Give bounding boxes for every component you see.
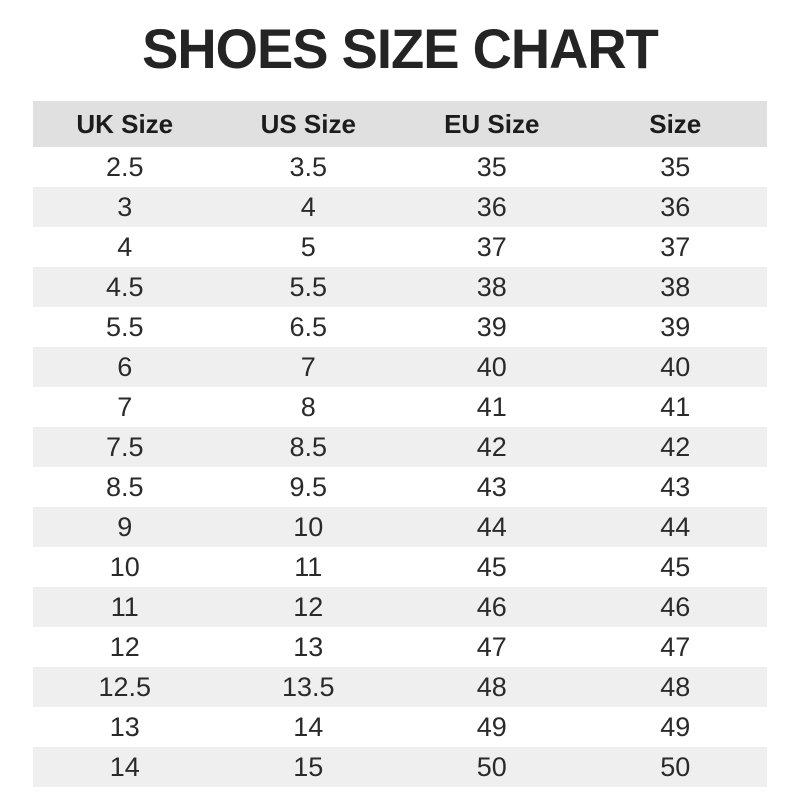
table-cell: 48 [476,671,507,702]
table-row: 4 5 37 37 [33,227,767,267]
table-cell: 38 [660,271,691,302]
table-cell: 10 [293,511,324,542]
table-cell: 48 [660,671,691,702]
table-cell: 3 [117,191,133,222]
table-cell: 6.5 [289,311,328,342]
table-cell: 3.5 [289,151,328,182]
table-cell: 43 [660,471,691,502]
table-row: 11 12 46 46 [33,587,767,627]
table-cell: 50 [660,751,691,782]
table-cell: 9 [117,511,133,542]
table-cell: 41 [476,391,507,422]
table-cell: 15 [293,751,324,782]
table-row: 6 7 40 40 [33,347,767,387]
table-cell: 7 [300,351,316,382]
table-cell: 5 [300,231,316,262]
table-row: 7.5 8.5 42 42 [33,427,767,467]
header-eu-size: EU Size [400,101,584,147]
table-cell: 37 [660,231,691,262]
table-cell: 49 [476,711,507,742]
table-cell: 36 [660,191,691,222]
table-cell: 42 [476,431,507,462]
table-cell: 8.5 [289,431,328,462]
table-cell: 11 [110,591,139,622]
table-cell: 45 [476,551,507,582]
header-us-size: US Size [216,101,400,147]
table-cell: 13.5 [281,671,335,702]
table-row: 7 8 41 41 [33,387,767,427]
table-cell: 14 [293,711,324,742]
table-cell: 35 [660,151,691,182]
table-cell: 45 [660,551,691,582]
table-cell: 12 [293,591,324,622]
table-row: 3 4 36 36 [33,187,767,227]
page-title: SHOES SIZE CHART [142,17,659,80]
table-row: 12.5 13.5 48 48 [33,667,767,707]
table-cell: 46 [660,591,691,622]
table-cell: 8.5 [105,471,144,502]
table-cell: 14 [109,751,140,782]
table-cell: 6 [117,351,133,382]
table-cell: 36 [476,191,507,222]
table-cell: 39 [660,311,691,342]
table-cell: 11 [294,551,323,582]
table-cell: 2.5 [105,151,144,182]
table-row: 2.5 3.5 35 35 [33,147,767,187]
table-cell: 7 [117,391,133,422]
table-cell: 35 [476,151,507,182]
table-cell: 4 [300,191,316,222]
table-row: 13 14 49 49 [33,707,767,747]
table-cell: 47 [660,631,691,662]
table-cell: 40 [660,351,691,382]
table-header-row: UK Size US Size EU Size Size [33,101,767,147]
table-row: 14 15 50 50 [33,747,767,787]
table-header: UK Size US Size EU Size Size [33,101,767,147]
table-cell: 46 [476,591,507,622]
table-row: 9 10 44 44 [33,507,767,547]
table-cell: 49 [660,711,691,742]
table-cell: 37 [476,231,507,262]
size-chart-table: UK Size US Size EU Size Size 2.5 3.5 35 35 3… [33,101,767,787]
table-cell: 13 [109,711,140,742]
table-cell: 7.5 [105,431,144,462]
header-size: Size [583,101,767,147]
table-cell: 13 [293,631,324,662]
header-uk-size: UK Size [33,101,217,147]
table-cell: 8 [300,391,316,422]
table-cell: 4 [117,231,133,262]
table-cell: 5.5 [105,311,144,342]
table-body: 2.5 3.5 35 35 3 4 36 36 4 5 37 37 4.5 5.5 38 38 5.5 6.5 39… [33,147,767,787]
table-cell: 44 [660,511,691,542]
table-row: 5.5 6.5 39 39 [33,307,767,347]
table-cell: 38 [476,271,507,302]
table-cell: 10 [109,551,140,582]
table-cell: 12.5 [98,671,152,702]
table-cell: 4.5 [105,271,144,302]
table-cell: 40 [476,351,507,382]
table-cell: 39 [476,311,507,342]
table-cell: 41 [660,391,691,422]
table-cell: 43 [476,471,507,502]
table-cell: 5.5 [289,271,328,302]
table-cell: 44 [476,511,507,542]
table-cell: 47 [476,631,507,662]
table-cell: 42 [660,431,691,462]
table-row: 12 13 47 47 [33,627,767,667]
table-cell: 50 [476,751,507,782]
table-row: 4.5 5.5 38 38 [33,267,767,307]
table-cell: 12 [109,631,140,662]
table-row: 10 11 45 45 [33,547,767,587]
table-cell: 9.5 [289,471,328,502]
table-row: 8.5 9.5 43 43 [33,467,767,507]
